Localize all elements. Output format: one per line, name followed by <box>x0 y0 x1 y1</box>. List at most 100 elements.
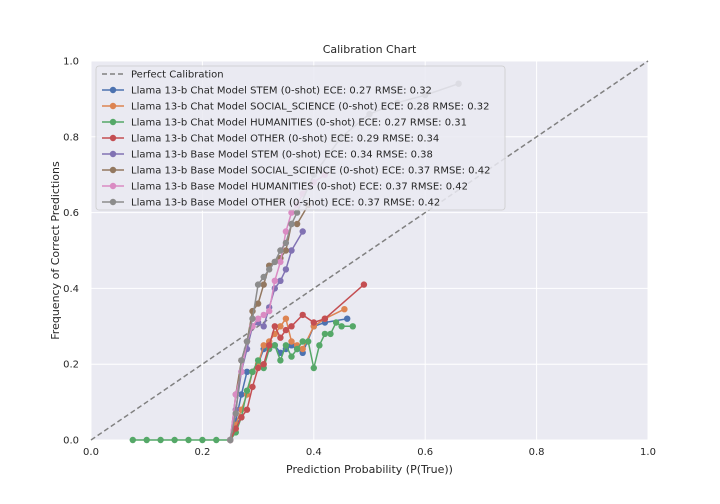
series-line <box>229 284 365 441</box>
data-point <box>282 228 290 235</box>
legend-entry-7: Llama 13-b Base Model HUMANITIES (0-shot… <box>102 182 468 193</box>
legend-label: Llama 13-b Chat Model OTHER (0-shot) ECE… <box>131 134 439 145</box>
legend-entry-3: Llama 13-b Chat Model HUMANITIES (0-shot… <box>102 118 467 129</box>
legend-entry-2: Llama 13-b Chat Model SOCIAL_SCIENCE (0-… <box>102 102 489 113</box>
x-tick-label: 0.2 <box>194 447 210 458</box>
y-tick-label: 0.0 <box>63 436 79 447</box>
data-point <box>299 228 306 235</box>
x-tick-label: 0.8 <box>529 447 545 458</box>
data-point <box>282 315 290 322</box>
legend-marker <box>109 198 117 206</box>
data-point <box>243 387 251 394</box>
axis-ticks: 0.0 0.2 0.4 0.6 0.8 1.0 0.0 0.2 0.4 0.6 0.8 1.0 <box>63 57 656 459</box>
data-point <box>282 247 290 254</box>
x-tick-label: 0.0 <box>83 447 99 458</box>
legend-marker <box>109 86 117 94</box>
legend: Perfect Calibration Llama 13-b Chat Model… <box>95 65 506 211</box>
legend-entry-5: Llama 13-b Base Model STEM (0-shot) ECE:… <box>102 150 433 161</box>
legend-marker <box>109 166 117 174</box>
data-point <box>213 436 220 444</box>
data-point <box>305 338 312 345</box>
data-point <box>238 414 245 421</box>
data-point <box>254 357 262 364</box>
legend-label: Llama 13-b Chat Model SOCIAL_SCIENCE (0-… <box>131 102 489 113</box>
legend-entry-perfect-calibration: Perfect Calibration <box>102 70 224 81</box>
legend-marker <box>109 102 117 110</box>
y-tick-label: 0.8 <box>63 132 79 143</box>
data-point <box>271 323 278 330</box>
data-point <box>282 342 290 349</box>
data-point <box>254 300 262 307</box>
x-tick-label: 0.4 <box>306 447 322 458</box>
y-tick-label: 0.4 <box>63 284 79 295</box>
data-point <box>293 209 301 216</box>
data-point <box>254 281 262 288</box>
data-point <box>266 342 273 349</box>
data-point <box>266 307 273 315</box>
legend-marker <box>109 182 117 190</box>
data-point <box>266 266 273 273</box>
data-point <box>249 315 256 322</box>
legend-marker <box>109 150 117 158</box>
data-point <box>254 315 262 322</box>
data-point <box>277 334 284 341</box>
data-point <box>277 323 284 330</box>
data-point <box>332 319 340 326</box>
legend-box <box>95 65 506 211</box>
data-point <box>238 368 245 375</box>
data-point <box>249 368 256 375</box>
data-point <box>277 357 284 364</box>
data-point <box>321 330 329 338</box>
data-point <box>243 406 251 413</box>
perfect-calibration-line <box>90 60 649 441</box>
data-point <box>277 258 284 266</box>
data-point <box>238 391 245 398</box>
data-point <box>238 357 245 364</box>
data-point <box>344 315 351 322</box>
data-point <box>282 239 290 247</box>
data-point <box>271 277 278 284</box>
data-point <box>260 281 267 288</box>
chart-title: Calibration Chart <box>323 43 417 56</box>
data-point <box>349 323 356 330</box>
data-point <box>243 338 251 345</box>
data-point <box>288 247 295 254</box>
data-point <box>310 319 317 326</box>
legend-entry-8: Llama 13-b Base Model OTHER (0-shot) ECE… <box>102 198 440 209</box>
legend-label: Llama 13-b Chat Model STEM (0-shot) ECE:… <box>131 86 432 97</box>
data-point <box>260 273 267 281</box>
series-4 <box>227 281 368 444</box>
data-point <box>143 436 150 444</box>
data-point <box>157 436 164 444</box>
data-point <box>249 383 256 391</box>
legend-marker <box>109 134 117 142</box>
legend-entry-4: Llama 13-b Chat Model OTHER (0-shot) ECE… <box>102 134 439 145</box>
legend-label: Perfect Calibration <box>131 70 224 81</box>
data-point <box>327 330 334 338</box>
perfect-calibration-dashed-line <box>90 60 649 441</box>
legend-entry-6: Llama 13-b Base Model SOCIAL_SCIENCE (0-… <box>102 166 490 177</box>
data-point <box>185 436 192 444</box>
data-point <box>277 277 284 284</box>
data-point <box>243 368 251 375</box>
data-point <box>254 364 262 372</box>
data-point <box>310 364 317 372</box>
data-point <box>293 220 301 228</box>
y-axis-label: Frequency of Correct Predictions <box>49 161 62 340</box>
data-point <box>199 436 206 444</box>
data-point <box>260 311 267 319</box>
data-point <box>271 258 278 266</box>
data-point <box>260 361 267 368</box>
legend-label: Llama 13-b Base Model OTHER (0-shot) ECE… <box>131 198 440 209</box>
data-point <box>232 425 239 432</box>
data-point <box>282 326 290 334</box>
y-tick-label: 0.2 <box>63 360 79 371</box>
data-point <box>260 323 267 330</box>
y-tick-label: 1.0 <box>63 57 79 68</box>
data-point <box>271 342 278 349</box>
data-point <box>288 338 295 345</box>
data-point <box>288 323 295 330</box>
data-point <box>338 323 345 330</box>
data-point <box>129 436 136 444</box>
